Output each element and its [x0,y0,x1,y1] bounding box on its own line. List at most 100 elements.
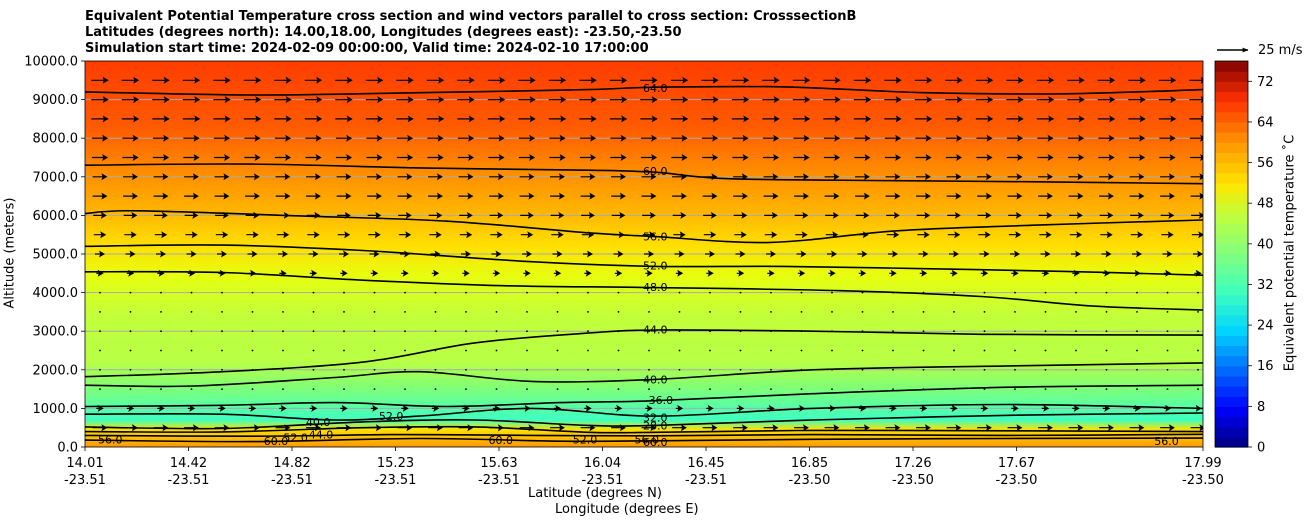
colorbar-band [1215,355,1248,367]
wind-vector [245,173,260,181]
wind-vector [675,269,684,277]
wind-vector [976,154,993,161]
wind-vector [309,404,318,412]
wind-vector [251,330,254,333]
wind-vector [247,250,258,258]
wind-vector [129,388,132,390]
wind-vectors [91,76,1203,432]
wind-vector [953,388,955,390]
wind-vector [245,192,260,200]
x-tick-label-lat: 16.45 [687,456,724,471]
wind-vector [800,368,803,371]
contour-label: 40.0 [643,373,668,386]
wind-vector [221,311,223,313]
wind-vector [489,192,504,200]
wind-vector [465,368,467,371]
wind-vector [739,291,742,294]
wind-vector [367,192,382,200]
colorbar-band [1215,325,1248,336]
wind-vector [1041,269,1050,277]
colorbar-tick-label: 16 [1257,359,1274,374]
wind-vector [186,250,197,258]
wind-vector [457,115,475,123]
wind-vector [487,76,506,84]
wind-vector [428,173,443,181]
wind-vector [279,269,287,277]
wind-vector [552,250,563,258]
x-tick-label-lat: 15.63 [480,456,517,471]
wind-vector [1194,404,1202,412]
wind-vector [488,134,505,142]
wind-vector [1128,154,1146,161]
wind-vector [304,115,323,123]
wind-vector [1128,76,1146,84]
wind-vector [884,154,902,161]
contour-label: 60.0 [264,435,289,448]
wind-vector [190,330,193,333]
wind-vector [427,134,444,142]
wind-vector [702,173,718,181]
wind-vector [587,368,589,371]
wind-vector [431,269,440,277]
wind-vector [884,76,902,84]
wind-vector [522,250,532,258]
wind-vector [675,404,684,412]
contour-line [85,163,1203,185]
wind-vector [1105,291,1108,294]
x-tick-label-lat: 14.01 [66,456,103,471]
colorbar-band [1215,284,1248,296]
reference-vector-label: 25 m/s [1258,43,1303,58]
x-tick-label-lon: -23.51 [168,473,210,488]
wind-vector [215,211,229,219]
y-axis: 0.0 1000.0 2000.0 3000.0 4000.0 5000.0 6000.0 7… [24,55,85,456]
wind-vector [335,76,353,84]
x-tick-label-lat: 17.26 [894,456,931,471]
wind-vector [434,291,437,294]
wind-vector [703,231,717,239]
wind-vector [1160,173,1175,181]
y-tick-label: 7000.0 [33,170,79,185]
wind-vector [823,154,841,161]
wind-vector [922,311,925,313]
x-tick-label-lon: -23.50 [1182,473,1224,488]
wind-vector [95,250,105,258]
wind-vector [587,388,589,390]
wind-vector [587,311,589,313]
wind-vector [246,231,259,239]
wind-vector [126,404,135,412]
wind-vector [977,173,992,181]
wind-vector [983,349,986,352]
wind-vector [340,269,348,277]
wind-vector [556,388,559,390]
colorbar-band [1215,132,1248,143]
wind-vector [861,311,864,313]
wind-vector [275,424,291,432]
wind-vector [489,424,504,432]
wind-vector [184,192,199,200]
wind-vector [1163,404,1172,412]
wind-vector [306,173,321,181]
wind-vector [609,96,628,104]
wind-vector [548,115,567,123]
wind-vector [640,115,658,123]
wind-vector [396,96,414,104]
wind-vector [1044,388,1047,390]
wind-vector [670,76,689,84]
wind-vector [977,211,992,219]
wind-vector [678,388,681,390]
wind-vector [428,192,443,200]
wind-vector [434,388,437,390]
wind-vector [640,96,658,104]
wind-vector [979,250,990,258]
wind-vector [187,404,196,412]
wind-vector [462,404,470,412]
wind-vector [251,349,254,352]
wind-vector [1008,231,1022,239]
wind-vector [1128,96,1146,104]
contour-line [85,244,1203,276]
wind-vector [1136,368,1138,371]
wind-vector [701,96,719,104]
wind-vector [767,269,775,277]
wind-vector [548,76,567,84]
wind-vector [670,96,689,104]
